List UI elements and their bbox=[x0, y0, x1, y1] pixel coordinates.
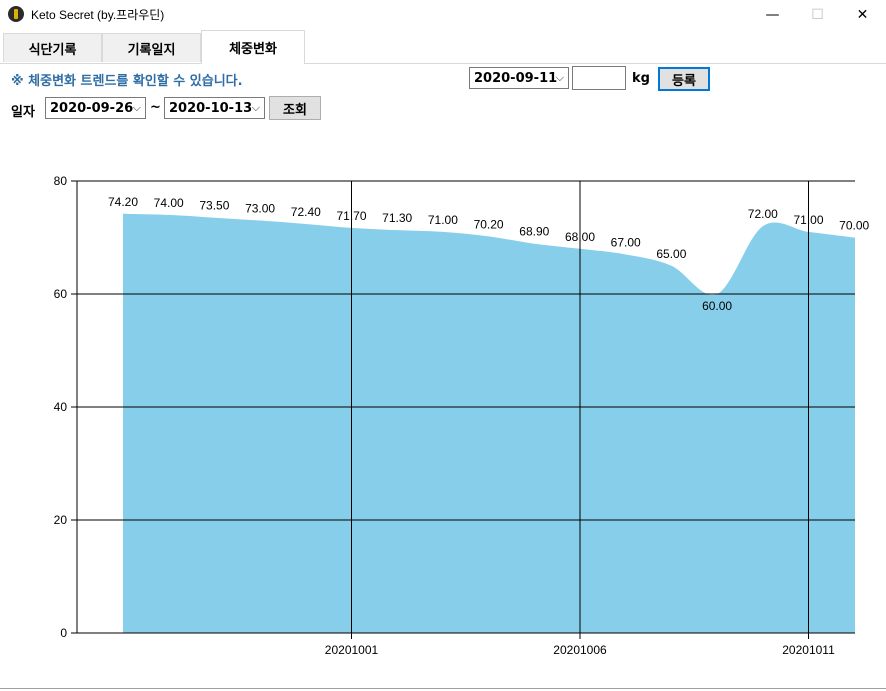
title-bar: Keto Secret (by.프라우딘) — ☐ ✕ bbox=[0, 0, 886, 30]
data-label: 73.00 bbox=[245, 202, 275, 216]
data-label: 74.00 bbox=[154, 196, 184, 210]
search-button[interactable]: 조회 bbox=[269, 96, 321, 120]
notice-text: ※ 체중변화 트렌드를 확인할 수 있습니다. bbox=[11, 74, 243, 89]
data-label: 70.20 bbox=[474, 217, 504, 231]
register-date-picker[interactable]: 2020-09-11 ⌵ bbox=[469, 67, 569, 89]
register-date-value: 2020-09-11 bbox=[474, 70, 558, 86]
y-tick-label: 0 bbox=[60, 626, 67, 640]
data-label: 68.90 bbox=[519, 225, 549, 239]
data-label: 65.00 bbox=[656, 247, 686, 261]
weight-chart-svg: 0 20 40 60 80 20201001 20201006 20201011 74.20 74… bbox=[54, 174, 870, 657]
weight-input[interactable] bbox=[572, 66, 626, 90]
x-tick-label: 20201006 bbox=[553, 643, 607, 657]
data-label: 72.40 bbox=[291, 205, 321, 219]
data-label: 71.30 bbox=[382, 211, 412, 225]
range-separator: ~ bbox=[150, 100, 161, 115]
tab-weight-change[interactable]: 체중변화 bbox=[201, 30, 305, 64]
data-label: 70.00 bbox=[839, 219, 869, 233]
data-label: 73.50 bbox=[199, 199, 229, 213]
data-label: 74.20 bbox=[108, 195, 138, 209]
from-date-value: 2020-09-26 bbox=[50, 100, 134, 116]
data-label: 68.00 bbox=[565, 230, 595, 244]
tab-record-log[interactable]: 기록일지 bbox=[102, 33, 201, 62]
weight-chart: 0 20 40 60 80 20201001 20201006 20201011 74.20 74… bbox=[0, 130, 886, 685]
chevron-down-icon: ⌵ bbox=[251, 101, 260, 114]
chevron-down-icon: ⌵ bbox=[132, 101, 141, 114]
register-button[interactable]: 등록 bbox=[658, 67, 710, 91]
y-tick-label: 60 bbox=[54, 287, 68, 301]
minimize-button[interactable]: — bbox=[765, 7, 780, 23]
to-date-picker[interactable]: 2020-10-13 ⌵ bbox=[164, 97, 265, 119]
tab-strip: 식단기록 기록일지 체중변화 bbox=[0, 30, 886, 64]
y-tick-label: 20 bbox=[54, 513, 68, 527]
data-label: 67.00 bbox=[611, 235, 641, 249]
unit-label: kg bbox=[632, 71, 650, 86]
y-tick-label: 40 bbox=[54, 400, 68, 414]
date-label: 일자 bbox=[11, 105, 35, 120]
data-label: 71.00 bbox=[428, 213, 458, 227]
x-tick-label: 20201011 bbox=[782, 643, 835, 657]
app-logo-icon bbox=[8, 6, 24, 22]
maximize-button[interactable]: ☐ bbox=[811, 7, 824, 23]
data-label: 72.00 bbox=[748, 207, 778, 221]
data-label: 71.00 bbox=[793, 213, 823, 227]
window-title: Keto Secret (by.프라우딘) bbox=[31, 8, 165, 22]
close-button[interactable]: ✕ bbox=[856, 7, 869, 23]
data-label: 60.00 bbox=[702, 299, 732, 313]
bottom-border bbox=[0, 688, 886, 689]
weight-area bbox=[123, 213, 858, 633]
x-tick-label: 20201001 bbox=[325, 643, 379, 657]
to-date-value: 2020-10-13 bbox=[169, 100, 253, 116]
y-tick-label: 80 bbox=[54, 174, 68, 188]
from-date-picker[interactable]: 2020-09-26 ⌵ bbox=[45, 97, 146, 119]
data-label: 71.70 bbox=[336, 209, 366, 223]
tab-diet-record[interactable]: 식단기록 bbox=[3, 33, 102, 62]
chevron-down-icon: ⌵ bbox=[555, 71, 564, 84]
